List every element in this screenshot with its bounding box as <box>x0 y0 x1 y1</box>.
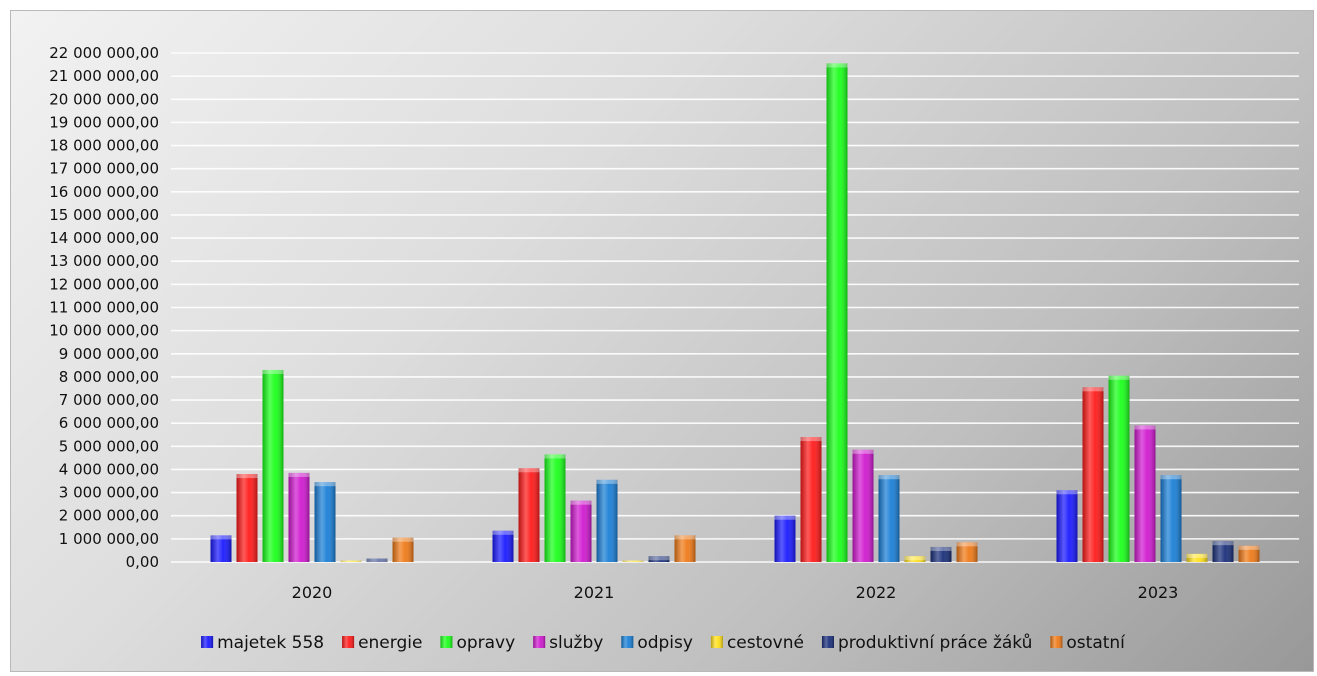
bar <box>1186 553 1208 562</box>
y-tick-label: 11 000 000,00 <box>49 299 159 317</box>
y-tick-label: 20 000 000,00 <box>49 90 159 108</box>
bar <box>904 556 926 562</box>
bar <box>956 542 978 562</box>
legend-label: služby <box>549 633 603 653</box>
x-category-label: 2021 <box>574 583 615 602</box>
bar <box>314 482 336 562</box>
chart-area: 0,00 1 000 000,00 2 000 000,00 3 000 000,00… <box>10 10 1314 672</box>
y-tick-label: 0,00 <box>126 553 159 571</box>
y-tick-label: 1 000 000,00 <box>59 530 159 548</box>
bar <box>366 558 388 562</box>
bar <box>340 560 362 562</box>
bar <box>826 63 848 562</box>
legend-item: majetek 558 <box>201 633 324 653</box>
bar <box>1082 387 1104 562</box>
bar <box>262 369 284 562</box>
y-axis-tick-labels: 0,00 1 000 000,00 2 000 000,00 3 000 000,00… <box>49 44 159 571</box>
bar <box>930 546 952 562</box>
legend-item: služby <box>533 633 603 653</box>
y-tick-label: 8 000 000,00 <box>59 368 159 386</box>
x-category-label: 2023 <box>1138 583 1179 602</box>
x-category-label: 2020 <box>292 583 333 602</box>
legend-item: produktivní práce žáků <box>821 633 1032 653</box>
y-tick-label: 16 000 000,00 <box>49 183 159 201</box>
y-tick-label: 6 000 000,00 <box>59 414 159 432</box>
y-tick-label: 15 000 000,00 <box>49 206 159 224</box>
legend-label: odpisy <box>637 633 693 653</box>
bar <box>392 537 414 562</box>
y-tick-label: 10 000 000,00 <box>49 322 159 340</box>
y-tick-label: 5 000 000,00 <box>59 437 159 455</box>
y-tick-label: 13 000 000,00 <box>49 252 159 270</box>
bar <box>1056 490 1078 562</box>
bar <box>596 479 618 562</box>
x-axis-category-labels: 2020 2021 2022 2023 <box>292 583 1179 602</box>
bar <box>622 560 644 562</box>
bar <box>1238 545 1260 562</box>
legend-label: produktivní práce žáků <box>838 633 1032 653</box>
bar <box>1160 475 1182 562</box>
legend-label: ostatní <box>1066 633 1126 653</box>
bar <box>570 500 592 562</box>
bar <box>210 535 232 562</box>
y-tick-label: 21 000 000,00 <box>49 67 159 85</box>
y-tick-label: 7 000 000,00 <box>59 391 159 409</box>
y-tick-label: 2 000 000,00 <box>59 507 159 525</box>
bar <box>288 472 310 562</box>
legend: majetek 558 energie opravy služby odpisy cest… <box>201 633 1126 653</box>
legend-item: opravy <box>440 633 515 653</box>
bar <box>1108 375 1130 562</box>
y-tick-label: 3 000 000,00 <box>59 484 159 502</box>
legend-label: majetek 558 <box>217 633 324 653</box>
legend-item: ostatní <box>1050 633 1126 653</box>
y-tick-label: 18 000 000,00 <box>49 137 159 155</box>
y-tick-label: 12 000 000,00 <box>49 275 159 293</box>
bar <box>774 515 796 562</box>
y-tick-label: 4 000 000,00 <box>59 460 159 478</box>
y-tick-label: 22 000 000,00 <box>49 44 159 62</box>
legend-item: cestovné <box>710 633 804 653</box>
y-tick-label: 9 000 000,00 <box>59 345 159 363</box>
gridlines <box>171 52 1299 563</box>
legend-label: opravy <box>456 633 515 653</box>
bars <box>210 63 1260 562</box>
y-tick-label: 14 000 000,00 <box>49 229 159 247</box>
x-category-label: 2022 <box>856 583 897 602</box>
bar <box>492 530 514 562</box>
bar <box>800 437 822 562</box>
bar <box>518 468 540 562</box>
bar <box>852 449 874 562</box>
y-tick-label: 19 000 000,00 <box>49 113 159 131</box>
legend-label: energie <box>358 633 422 653</box>
bar <box>1212 541 1234 562</box>
bar <box>648 556 670 562</box>
y-tick-label: 17 000 000,00 <box>49 160 159 178</box>
legend-label: cestovné <box>727 633 804 653</box>
bar <box>674 535 696 562</box>
bar <box>236 474 258 562</box>
legend-item: odpisy <box>621 633 693 653</box>
legend-item: energie <box>342 633 422 653</box>
bar <box>1134 425 1156 562</box>
bar-chart: 0,00 1 000 000,00 2 000 000,00 3 000 000,00… <box>49 44 1299 653</box>
bar <box>878 475 900 562</box>
bar <box>544 454 566 562</box>
